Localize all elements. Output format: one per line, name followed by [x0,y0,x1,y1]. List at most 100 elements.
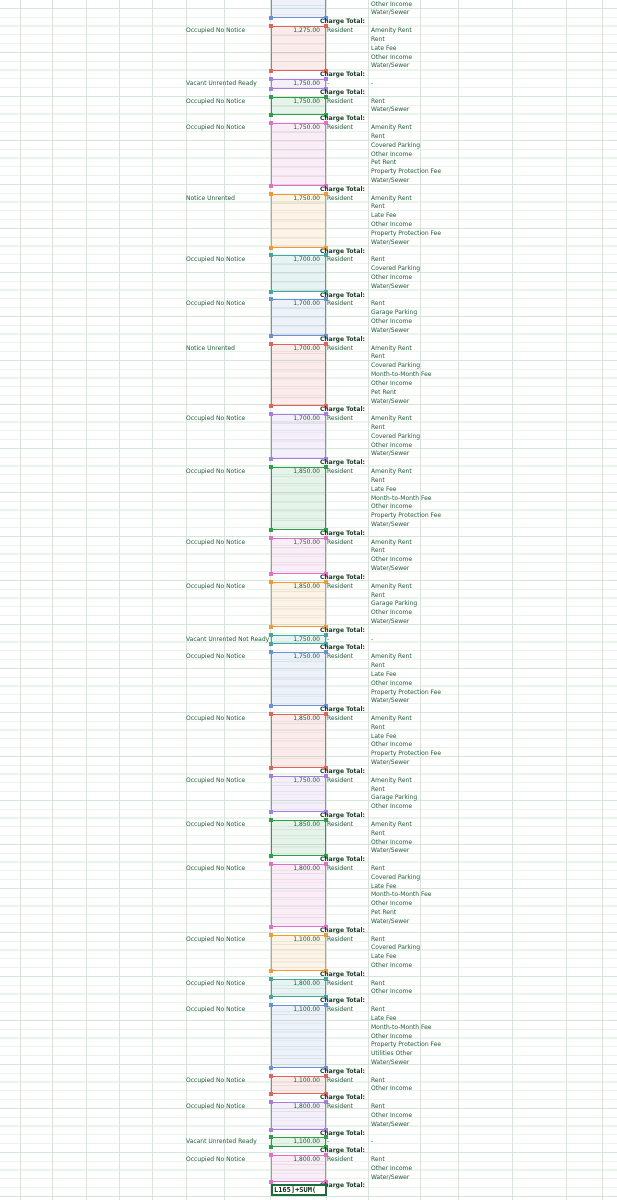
charge-code-cell: Other Income [371,503,413,511]
cell-range-highlight [269,1073,328,1097]
charge-total-label: Charge Total: [320,997,365,1005]
charge-code-cell: Water/Sewer [371,565,410,573]
market-rent-cell[interactable]: 1,100.00 [293,935,320,943]
unit-status-cell: Vacant Unrented Ready [186,79,257,87]
charge-code-cell: Rent [371,662,385,670]
market-rent-cell[interactable]: 1,800.00 [293,1103,320,1111]
charge-code-cell: Other Income [371,961,413,969]
unit-status-cell: Notice Unrented [186,344,235,352]
tenant-type-cell: Resident [327,776,354,784]
unit-status-cell: Occupied No Notice [186,776,246,784]
tenant-type-cell: Resident [327,194,354,202]
charge-code-cell: Other Income [371,150,413,158]
formula-edit-cell[interactable]: L165]+SUM( [271,1184,327,1196]
charge-code-cell: Other Income [371,803,413,811]
charge-code-cell: Rent [371,35,385,43]
charge-total-label: Charge Total: [320,573,365,581]
charge-code-cell: Water/Sewer [371,917,410,925]
column-gridline [270,0,271,1200]
market-rent-cell[interactable]: 1,850.00 [293,582,320,590]
charge-code-cell: Garage Parking [371,309,418,317]
charge-code-cell: Rent [371,723,385,731]
tenant-type-cell: Resident [327,1103,354,1111]
market-rent-cell[interactable]: 1,850.00 [293,468,320,476]
market-rent-cell[interactable]: 1,750.00 [293,653,320,661]
charge-code-cell: Water/Sewer [371,847,410,855]
market-rent-cell[interactable]: 1,800.00 [293,864,320,872]
market-rent-cell[interactable]: 1,100.00 [293,1138,320,1146]
charge-total-label: Charge Total: [320,88,365,96]
market-rent-cell[interactable]: 1,750.00 [293,124,320,132]
market-rent-cell[interactable]: 1,750.00 [293,776,320,784]
charge-code-cell: Other Income [371,1032,413,1040]
market-rent-cell[interactable]: 1,750.00 [293,194,320,202]
market-rent-cell[interactable]: 1,800.00 [293,979,320,987]
market-rent-cell[interactable]: 1,850.00 [293,820,320,828]
market-rent-cell[interactable]: 1,750.00 [293,538,320,546]
column-gridline [420,0,421,1200]
charge-code-cell: Water/Sewer [371,520,410,528]
charge-total-label: Charge Total: [320,71,365,79]
charge-code-cell: Other Income [371,1085,413,1093]
charge-code-cell: Amenity Rent [371,415,412,423]
tenant-type-cell: Resident [327,124,354,132]
charge-code-cell: Month-to-Month Fee [371,1023,432,1031]
market-rent-cell[interactable]: 1,700.00 [293,300,320,308]
charge-code-cell: Rent [371,864,385,872]
column-gridline [224,0,225,1200]
unit-status-cell: Occupied No Notice [186,124,246,132]
charge-code-cell: Late Fee [371,44,397,52]
charge-code-cell: Water/Sewer [371,106,410,114]
charge-code-cell: Water/Sewer [371,1120,410,1128]
market-rent-cell[interactable]: 1,800.00 [293,1156,320,1164]
unit-status-cell: Occupied No Notice [186,1076,246,1084]
cell-range-highlight [269,817,328,859]
market-rent-cell[interactable]: 1,100.00 [293,1076,320,1084]
charge-code-cell: Rent [371,1076,385,1084]
tenant-type-cell: Resident [327,715,354,723]
charge-code-cell: - [371,635,374,643]
market-rent-cell[interactable]: 1,275.00 [293,27,320,35]
cell-range-highlight [269,121,328,188]
unit-status-cell: Notice Unrented [186,194,235,202]
charge-total-label: Charge Total: [320,1129,365,1137]
market-rent-cell[interactable]: 1,750.00 [293,97,320,105]
tenant-type-cell: Resident [327,935,354,943]
unit-status-cell: Occupied No Notice [186,300,246,308]
unit-status-cell: Occupied No Notice [186,415,246,423]
column-gridline [86,0,87,1200]
charge-code-cell: Utilities Other [371,1050,413,1058]
column-gridline [119,0,120,1200]
charge-code-cell: Late Fee [371,732,397,740]
charge-code-cell: Covered Parking [371,141,421,149]
cell-range-highlight [269,412,328,462]
charge-total-label: Charge Total: [320,406,365,414]
market-rent-cell[interactable]: 1,100.00 [293,1006,320,1014]
charge-code-cell: Water/Sewer [371,238,410,246]
cell-range-highlight [269,932,328,973]
market-rent-cell[interactable]: 1,700.00 [293,256,320,264]
unit-status-cell: Occupied No Notice [186,468,246,476]
market-rent-cell[interactable]: 1,700.00 [293,344,320,352]
tenant-type-cell: Resident [327,1076,354,1084]
market-rent-cell[interactable]: 1,700.00 [293,415,320,423]
tenant-type-cell: Resident [327,1006,354,1014]
unit-status-cell: Occupied No Notice [186,582,246,590]
charge-total-label: Charge Total: [320,856,365,864]
charge-code-cell: Late Fee [371,212,397,220]
charge-code-cell: Water/Sewer [371,326,410,334]
charge-code-cell: Property Protection Fee [371,1041,442,1049]
charge-code-cell: Water/Sewer [371,1173,410,1181]
market-rent-cell[interactable]: 1,750.00 [293,635,320,643]
charge-code-cell: Other Income [371,318,413,326]
market-rent-cell[interactable]: 1,750.00 [293,79,320,87]
charge-total-label: Charge Total: [320,335,365,343]
charge-code-cell: Amenity Rent [371,468,412,476]
unit-status-cell: Vacant Unrented Not Ready [186,635,270,643]
charge-code-cell: Rent [371,132,385,140]
charge-total-label: Charge Total: [320,970,365,978]
charge-code-cell: Amenity Rent [371,27,412,35]
market-rent-cell[interactable]: 1,850.00 [293,715,320,723]
charge-code-cell: Covered Parking [371,362,421,370]
